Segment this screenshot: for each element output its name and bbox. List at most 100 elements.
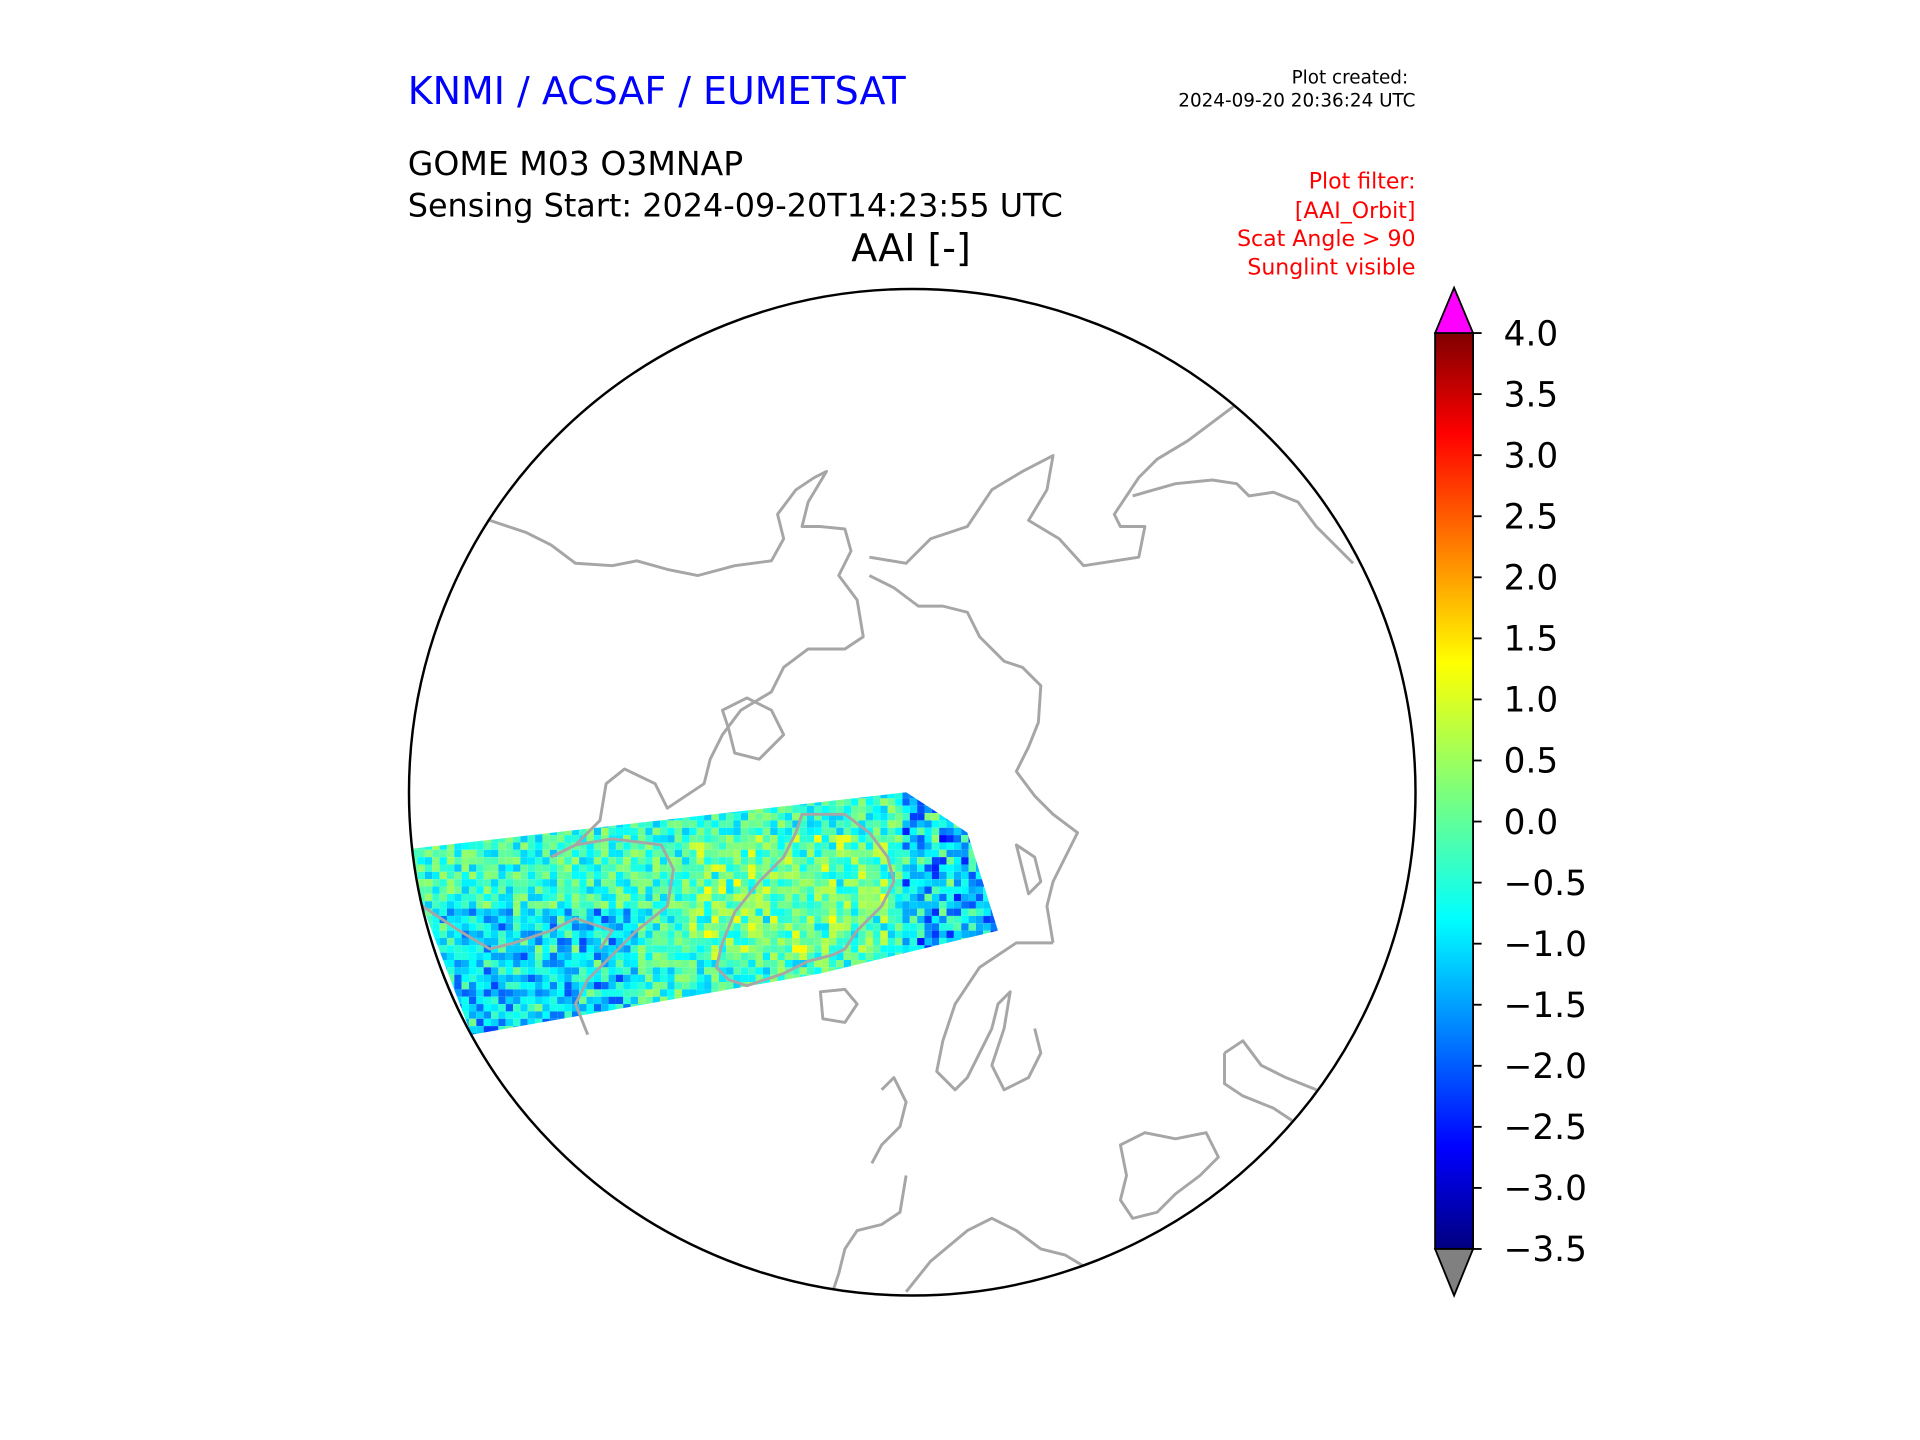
swath-pixel [924, 996, 932, 1005]
swath-pixel [571, 967, 580, 975]
swath-pixel [800, 784, 807, 791]
swath-pixel [880, 1018, 888, 1027]
swath-pixel [851, 784, 858, 791]
swath-pixel [924, 784, 931, 791]
swath-pixel [931, 974, 940, 983]
swath-pixel [902, 937, 910, 946]
swath-pixel [806, 871, 815, 880]
swath-pixel [740, 813, 749, 821]
swath-pixel [924, 1011, 932, 1019]
swath-pixel [983, 901, 991, 909]
swath-pixel [425, 784, 432, 791]
swath-pixel [711, 923, 719, 931]
swath-pixel [417, 1026, 425, 1034]
swath-pixel [491, 982, 499, 990]
swath-pixel [858, 996, 866, 1005]
swath-pixel [615, 813, 624, 821]
swath-pixel [660, 820, 668, 828]
swath-pixel [865, 886, 874, 894]
swath-pixel [704, 879, 712, 887]
swath-pixel [491, 1033, 499, 1035]
swath-pixel [696, 893, 705, 902]
swath-pixel [953, 835, 962, 843]
swath-pixel [412, 1026, 418, 1034]
swath-pixel [711, 1018, 719, 1027]
swath-pixel [843, 937, 852, 946]
swath-pixel [468, 989, 477, 997]
swath-pixel [601, 1026, 609, 1034]
swath-pixel [968, 1026, 976, 1034]
swath-pixel [961, 813, 969, 821]
swath-pixel [696, 835, 705, 843]
swath-pixel [784, 945, 793, 953]
swath-pixel [682, 937, 690, 946]
swath-pixel [571, 982, 580, 990]
colorbar-tick-label: 2.5 [1504, 497, 1559, 537]
swath-pixel [924, 923, 932, 931]
swath-pixel [586, 798, 594, 806]
swath-pixel [461, 805, 469, 814]
swath-pixel [821, 937, 829, 946]
swath-pixel [689, 915, 697, 924]
colorbar-tick-label: −3.0 [1504, 1169, 1587, 1209]
swath-pixel [674, 849, 683, 858]
swath-pixel [571, 827, 580, 836]
swath-pixel [689, 930, 697, 938]
swath-pixel [704, 798, 712, 806]
swath-pixel [895, 945, 903, 953]
swath-pixel [895, 820, 903, 828]
swath-pixel [571, 835, 580, 843]
swath-pixel [858, 1018, 866, 1027]
swath-pixel [586, 893, 594, 902]
swath-pixel [586, 871, 594, 880]
swath-pixel [623, 813, 631, 821]
swath-pixel [792, 974, 800, 983]
swath-pixel [990, 849, 998, 858]
colorbar-tick-label: −3.5 [1504, 1230, 1587, 1270]
swath-pixel [601, 930, 609, 938]
swath-pixel [718, 967, 727, 975]
swath-pixel [432, 1026, 440, 1034]
swath-pixel [557, 915, 565, 924]
swath-pixel [645, 1011, 653, 1019]
swath-pixel [704, 1004, 712, 1012]
swath-pixel [564, 923, 572, 931]
swath-pixel [718, 930, 727, 938]
swath-pixel [726, 842, 734, 850]
swath-pixel [843, 805, 852, 814]
swath-pixel [660, 908, 668, 916]
swath-pixel [777, 915, 785, 924]
swath-pixel [476, 886, 484, 894]
swath-pixel [931, 915, 940, 924]
plot-filter: Plot filter: [AAI_Orbit] Scat Angle > 90… [1237, 170, 1415, 281]
swath-pixel [799, 842, 807, 850]
swath-pixel [674, 835, 683, 843]
swath-pixel [726, 996, 734, 1005]
swath-pixel [637, 908, 646, 916]
swath-pixel [652, 813, 660, 821]
swath-pixel [865, 820, 874, 828]
swath-pixel [542, 798, 550, 806]
swath-pixel [968, 923, 976, 931]
swath-pixel [740, 893, 749, 902]
swath-pixel [424, 1026, 433, 1034]
swath-pixel [637, 974, 646, 983]
swath-pixel [461, 792, 469, 799]
swath-pixel [880, 930, 888, 938]
swath-pixel [733, 1033, 741, 1035]
swath-pixel [909, 1018, 918, 1027]
swath-pixel [939, 974, 947, 983]
swath-pixel [637, 792, 646, 799]
swath-pixel [696, 792, 705, 799]
swath-pixel [784, 792, 793, 799]
swath-pixel [909, 1004, 918, 1012]
swath-pixel [542, 835, 550, 843]
swath-pixel [454, 784, 461, 791]
swath-pixel [513, 857, 521, 865]
swath-pixel [777, 923, 785, 931]
swath-pixel [527, 1011, 536, 1019]
swath-pixel [895, 798, 903, 806]
swath-pixel [674, 952, 683, 960]
swath-pixel [836, 915, 844, 924]
swath-pixel [549, 1018, 558, 1027]
